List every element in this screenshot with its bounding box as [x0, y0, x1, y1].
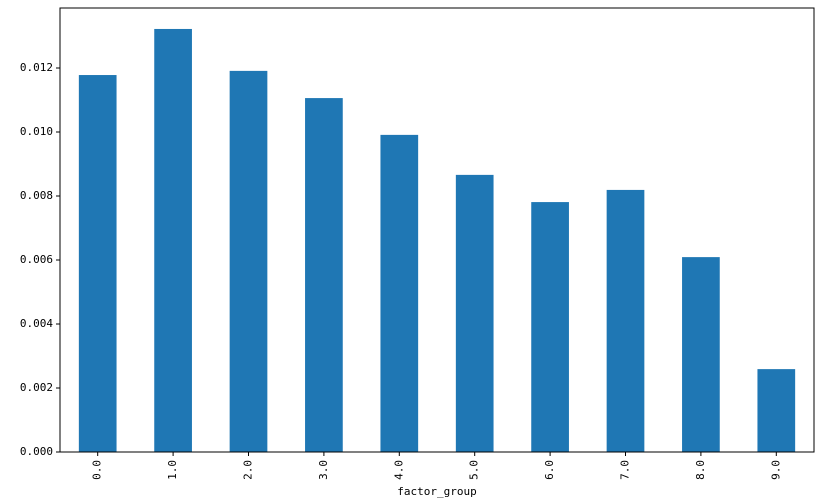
bar [78, 75, 117, 452]
x-tick-label: 6.0 [543, 460, 556, 480]
bar [606, 189, 645, 453]
y-tick-label: 0.008 [20, 189, 53, 202]
plot-frame [59, 7, 815, 453]
y-tick-label: 0.002 [20, 381, 53, 394]
x-axis-label: factor_group [397, 485, 476, 498]
y-tick-label: 0.004 [20, 317, 53, 330]
y-tick-label: 0.000 [20, 445, 53, 458]
bar [380, 134, 419, 452]
bar [154, 28, 192, 453]
x-tick-label: 1.0 [166, 460, 179, 480]
x-tick-label: 5.0 [468, 460, 481, 480]
x-tick-label: 9.0 [769, 460, 782, 480]
bar [229, 70, 268, 452]
x-tick-label: 0.0 [91, 460, 104, 480]
bar [455, 174, 494, 452]
bar [682, 257, 720, 452]
x-tick-label: 4.0 [392, 460, 405, 480]
bar [305, 98, 343, 452]
x-tick-label: 8.0 [694, 460, 707, 480]
x-tick-label: 2.0 [242, 460, 255, 480]
bar [531, 202, 569, 452]
y-tick-label: 0.010 [20, 125, 53, 138]
y-tick-label: 0.006 [20, 253, 53, 266]
x-tick-label: 3.0 [317, 460, 330, 480]
bar [757, 369, 796, 452]
y-tick-label: 0.012 [20, 61, 53, 74]
x-tick-label: 7.0 [619, 460, 632, 480]
